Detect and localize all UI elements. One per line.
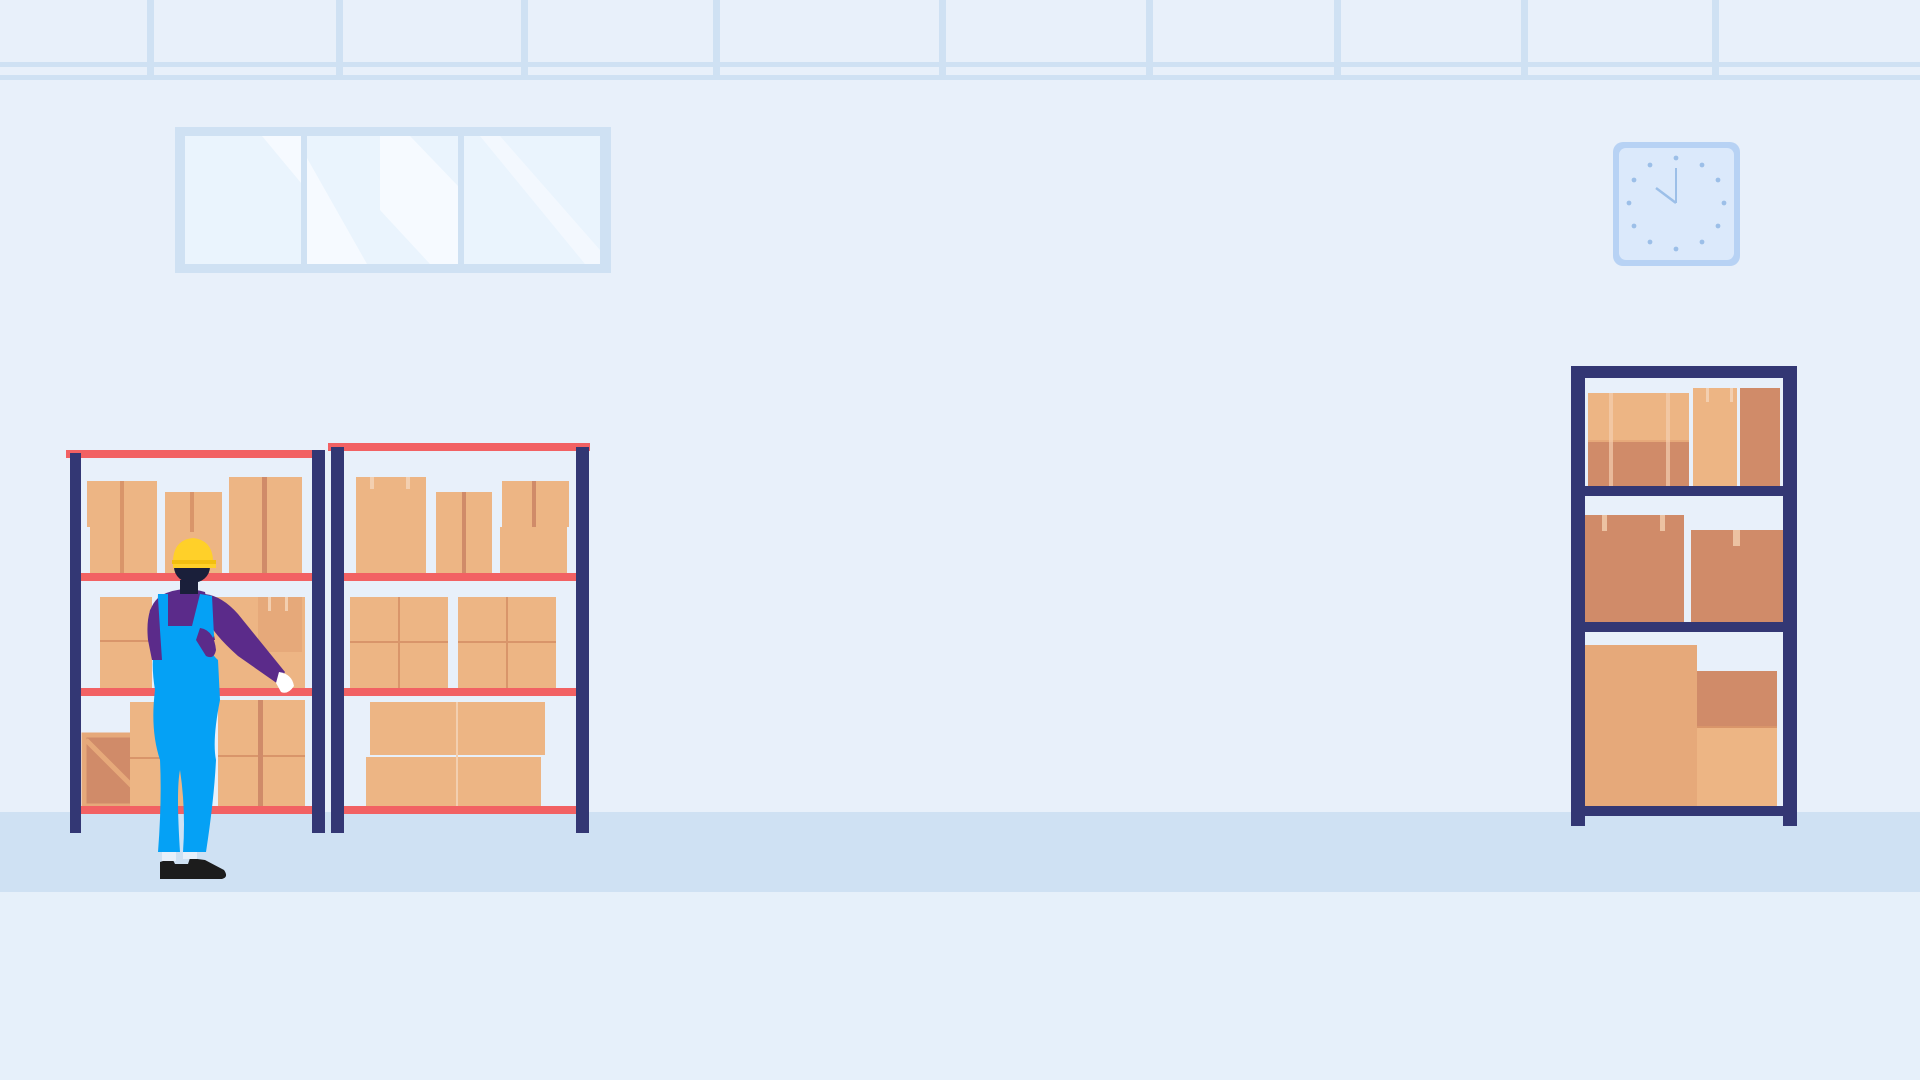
floor — [0, 892, 1920, 1080]
wall-clock — [1613, 142, 1740, 266]
right-rack — [1571, 366, 1797, 826]
boxes-mid-right — [1585, 515, 1783, 622]
boxes-top-right — [1588, 388, 1780, 486]
worker-overalls — [153, 594, 220, 852]
floor-band — [0, 812, 1920, 892]
window — [175, 127, 611, 273]
